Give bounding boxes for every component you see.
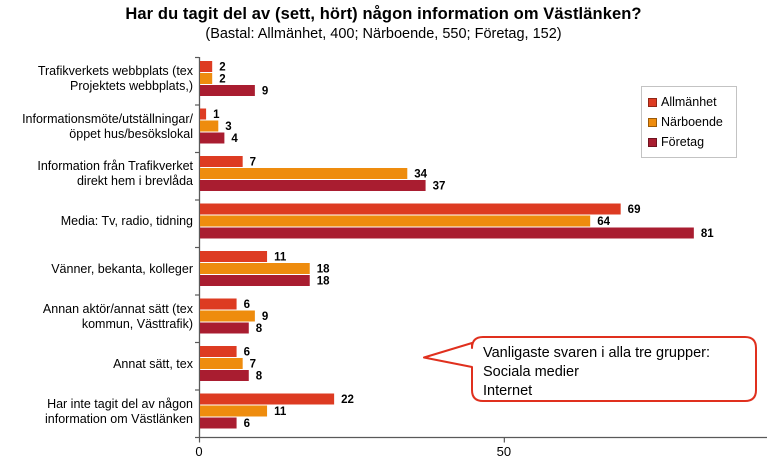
legend: Allmänhet Närboende Företag	[641, 86, 737, 158]
value-label: 11	[274, 252, 287, 264]
value-label: 3	[225, 121, 231, 133]
bar	[200, 393, 335, 405]
value-label: 6	[244, 347, 250, 359]
legend-label: Närboende	[661, 115, 723, 129]
chart-title: Har du tagit del av (sett, hört) någon i…	[125, 5, 642, 23]
value-label: 18	[317, 276, 330, 288]
legend-swatch-icon	[648, 137, 657, 147]
bar	[200, 322, 249, 334]
bar	[200, 358, 243, 369]
value-label: 6	[244, 299, 250, 311]
value-label: 7	[250, 359, 256, 371]
x-tick-label: 0	[195, 444, 202, 459]
value-label: 69	[628, 204, 641, 216]
value-label: 18	[317, 264, 330, 276]
legend-item: Närboende	[648, 112, 732, 132]
value-label: 8	[256, 371, 263, 383]
value-label: 1	[213, 109, 220, 121]
bar	[200, 132, 225, 144]
bar	[200, 251, 268, 262]
value-label: 2	[219, 74, 225, 86]
bar	[200, 108, 207, 120]
callout-text-line: Internet	[483, 383, 532, 399]
bar	[200, 310, 255, 322]
x-tick-label: 50	[497, 444, 511, 459]
legend-item: Företag	[648, 132, 732, 152]
value-label: 9	[262, 311, 268, 323]
bar	[200, 61, 213, 72]
legend-item: Allmänhet	[648, 92, 732, 112]
bar	[200, 203, 621, 215]
value-label: 9	[262, 86, 268, 98]
bar	[200, 370, 249, 381]
bar	[200, 298, 237, 310]
value-label: 22	[341, 394, 354, 406]
bar	[200, 73, 213, 84]
legend-swatch-icon	[648, 117, 657, 127]
value-label: 2	[219, 62, 225, 74]
value-label: 37	[433, 181, 446, 193]
bar	[200, 180, 426, 191]
legend-swatch-icon	[648, 97, 657, 107]
legend-label: Allmänhet	[661, 95, 717, 109]
value-label: 34	[414, 169, 427, 181]
value-label: 11	[274, 406, 287, 418]
value-label: 6	[244, 418, 250, 430]
bar	[200, 346, 237, 357]
bar	[200, 227, 694, 239]
bar	[200, 405, 268, 417]
value-label: 4	[231, 133, 238, 145]
callout-text-line: Sociala medier	[483, 364, 579, 380]
value-label: 64	[597, 216, 610, 228]
bar	[200, 168, 408, 179]
bar	[200, 156, 243, 167]
bar	[200, 275, 310, 286]
bar	[200, 417, 237, 429]
value-label: 81	[701, 228, 714, 240]
bar	[200, 85, 255, 96]
bar	[200, 215, 591, 227]
bar	[200, 120, 219, 132]
callout-text-line: Vanligaste svaren i alla tre grupper:	[483, 345, 710, 361]
legend-label: Företag	[661, 135, 705, 149]
value-label: 7	[250, 157, 256, 169]
bar	[200, 263, 310, 274]
callout-bubble	[423, 336, 757, 402]
chart-subtitle: (Bastal: Allmänhet, 400; Närboende, 550;…	[205, 26, 562, 42]
value-label: 8	[256, 323, 263, 335]
